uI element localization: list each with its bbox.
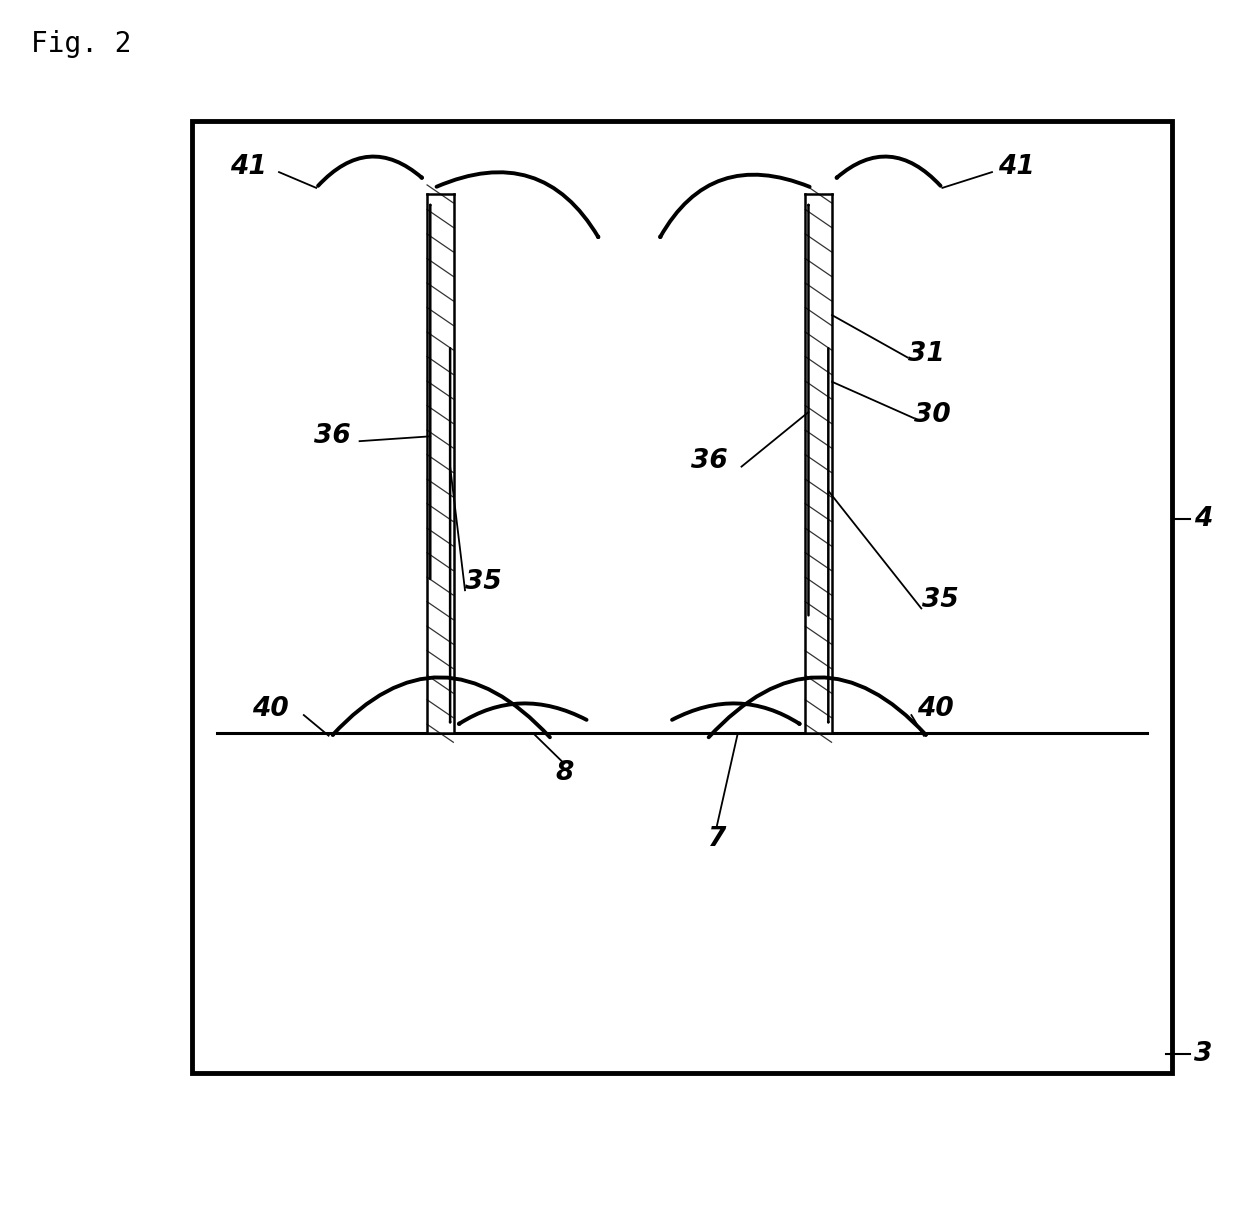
Bar xyxy=(427,194,454,733)
Text: 4: 4 xyxy=(1194,505,1213,532)
Text: 36: 36 xyxy=(314,423,351,450)
Text: 36: 36 xyxy=(691,447,728,474)
Text: 7: 7 xyxy=(708,825,725,852)
Text: 40: 40 xyxy=(252,696,289,722)
Text: 35: 35 xyxy=(921,587,959,613)
Text: 3: 3 xyxy=(1194,1041,1213,1068)
Text: 8: 8 xyxy=(556,760,573,787)
Bar xyxy=(192,121,1172,1073)
Text: Fig. 2: Fig. 2 xyxy=(31,30,131,58)
Text: 41: 41 xyxy=(229,154,267,181)
Text: 40: 40 xyxy=(916,696,954,722)
Bar xyxy=(805,194,832,733)
Text: 31: 31 xyxy=(908,341,945,367)
Text: 35: 35 xyxy=(465,568,502,595)
Text: 30: 30 xyxy=(914,401,951,428)
Text: 41: 41 xyxy=(998,154,1035,181)
